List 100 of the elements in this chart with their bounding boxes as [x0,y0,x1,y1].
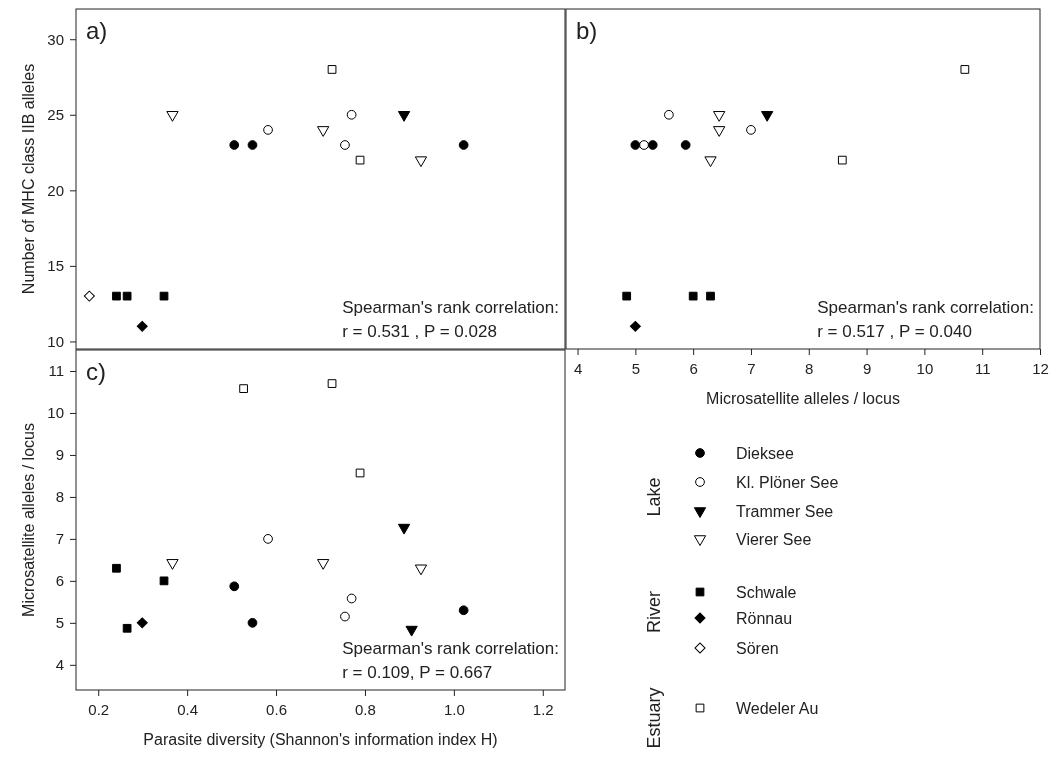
point [355,468,365,478]
point [639,140,649,150]
y-axis-title: Number of MHC class IIB alleles [20,63,37,295]
point [136,617,148,629]
x-tick-label: 0.8 [355,700,376,718]
x-tick-label: 4 [573,359,583,377]
y-tick-label: 10 [47,404,64,422]
point [397,523,411,535]
point [166,111,179,122]
x-axis-title: Parasite diversity (Shannon's information index H) [143,731,498,748]
point [122,623,132,633]
y-tick-label: 7 [55,530,64,548]
legend-label: Wedeler Au [736,700,819,717]
chart-title: a) [86,17,108,44]
point [761,111,774,122]
point [112,291,121,301]
x-tick-label: 9 [862,359,872,377]
legend-label: Trammer See [736,503,834,520]
point [327,65,337,74]
legend-label: Dieksee [736,445,794,462]
point [229,581,240,592]
point [159,576,169,586]
point [706,291,715,301]
legend-label: Kl. Plöner See [736,474,839,491]
point [327,379,337,388]
point [247,140,258,150]
annotation: Spearman's rank correlation: [342,298,559,317]
x-tick-label: 11 [974,359,991,377]
point [355,155,365,165]
point [159,291,169,301]
y-tick-label: 15 [47,257,64,275]
point [458,605,469,616]
point [317,559,330,570]
point [112,563,121,573]
point [414,564,428,576]
point [688,291,698,301]
x-tick-label: 10 [916,359,934,377]
point [346,593,357,604]
point [340,140,350,150]
x-tick-label: 1.2 [532,700,554,718]
point [713,111,726,122]
point [247,617,258,628]
point [680,140,691,150]
y-tick-label: 10 [47,332,64,350]
point [83,290,95,302]
y-axis-title: Microsatellite alleles / locus [20,423,37,617]
legend-label: Schwale [736,584,797,601]
point [837,155,847,165]
y-tick-label: 6 [55,572,64,590]
annotation: r = 0.109, P = 0.667 [342,663,493,682]
point [317,126,330,137]
legend-label: Rönnau [736,610,793,627]
point [405,625,418,637]
point [397,111,411,122]
point [340,611,350,622]
x-tick-label: 7 [747,359,756,377]
annotation: Spearman's rank correlation: [342,639,559,658]
point [664,109,674,120]
point [229,140,240,150]
legend-label: Sören [736,640,779,657]
point [346,109,357,120]
y-tick-label: 9 [55,446,64,464]
x-tick-label: 5 [631,359,641,377]
x-tick-label: 12 [1032,359,1049,377]
point [122,291,132,301]
point [713,126,726,137]
point [458,140,469,150]
point [166,559,179,570]
annotation: Spearman's rank correlation: [817,298,1034,317]
chart-title: b) [576,17,598,44]
point [622,291,632,301]
text: River [644,590,664,634]
point [630,140,641,150]
point [746,125,756,135]
x-tick-label: 0.4 [177,700,199,718]
point [263,534,273,544]
y-tick-label: 8 [55,488,64,506]
point [239,384,248,393]
y-tick-label: 30 [47,30,64,48]
text: Lake [644,477,664,517]
y-tick-label: 5 [55,614,64,632]
x-tick-label: 6 [689,359,698,377]
point [263,125,273,135]
point [647,140,658,150]
x-tick-label: 1.0 [443,700,465,718]
x-tick-label: 0.2 [88,700,110,718]
point [136,320,148,332]
x-tick-label: 0.6 [266,700,287,718]
annotation: r = 0.517 , P = 0.040 [817,322,972,341]
y-tick-label: 20 [47,181,64,199]
x-axis-title: Microsatellite alleles / locus [706,390,900,407]
chart-title: c) [86,358,106,385]
point [414,156,428,168]
legend-label: Vierer See [736,531,812,548]
point [704,156,717,168]
annotation: r = 0.531 , P = 0.028 [342,322,497,341]
x-tick-label: 8 [805,359,814,377]
point [960,65,970,74]
point [629,320,641,332]
y-tick-label: 25 [47,106,64,124]
